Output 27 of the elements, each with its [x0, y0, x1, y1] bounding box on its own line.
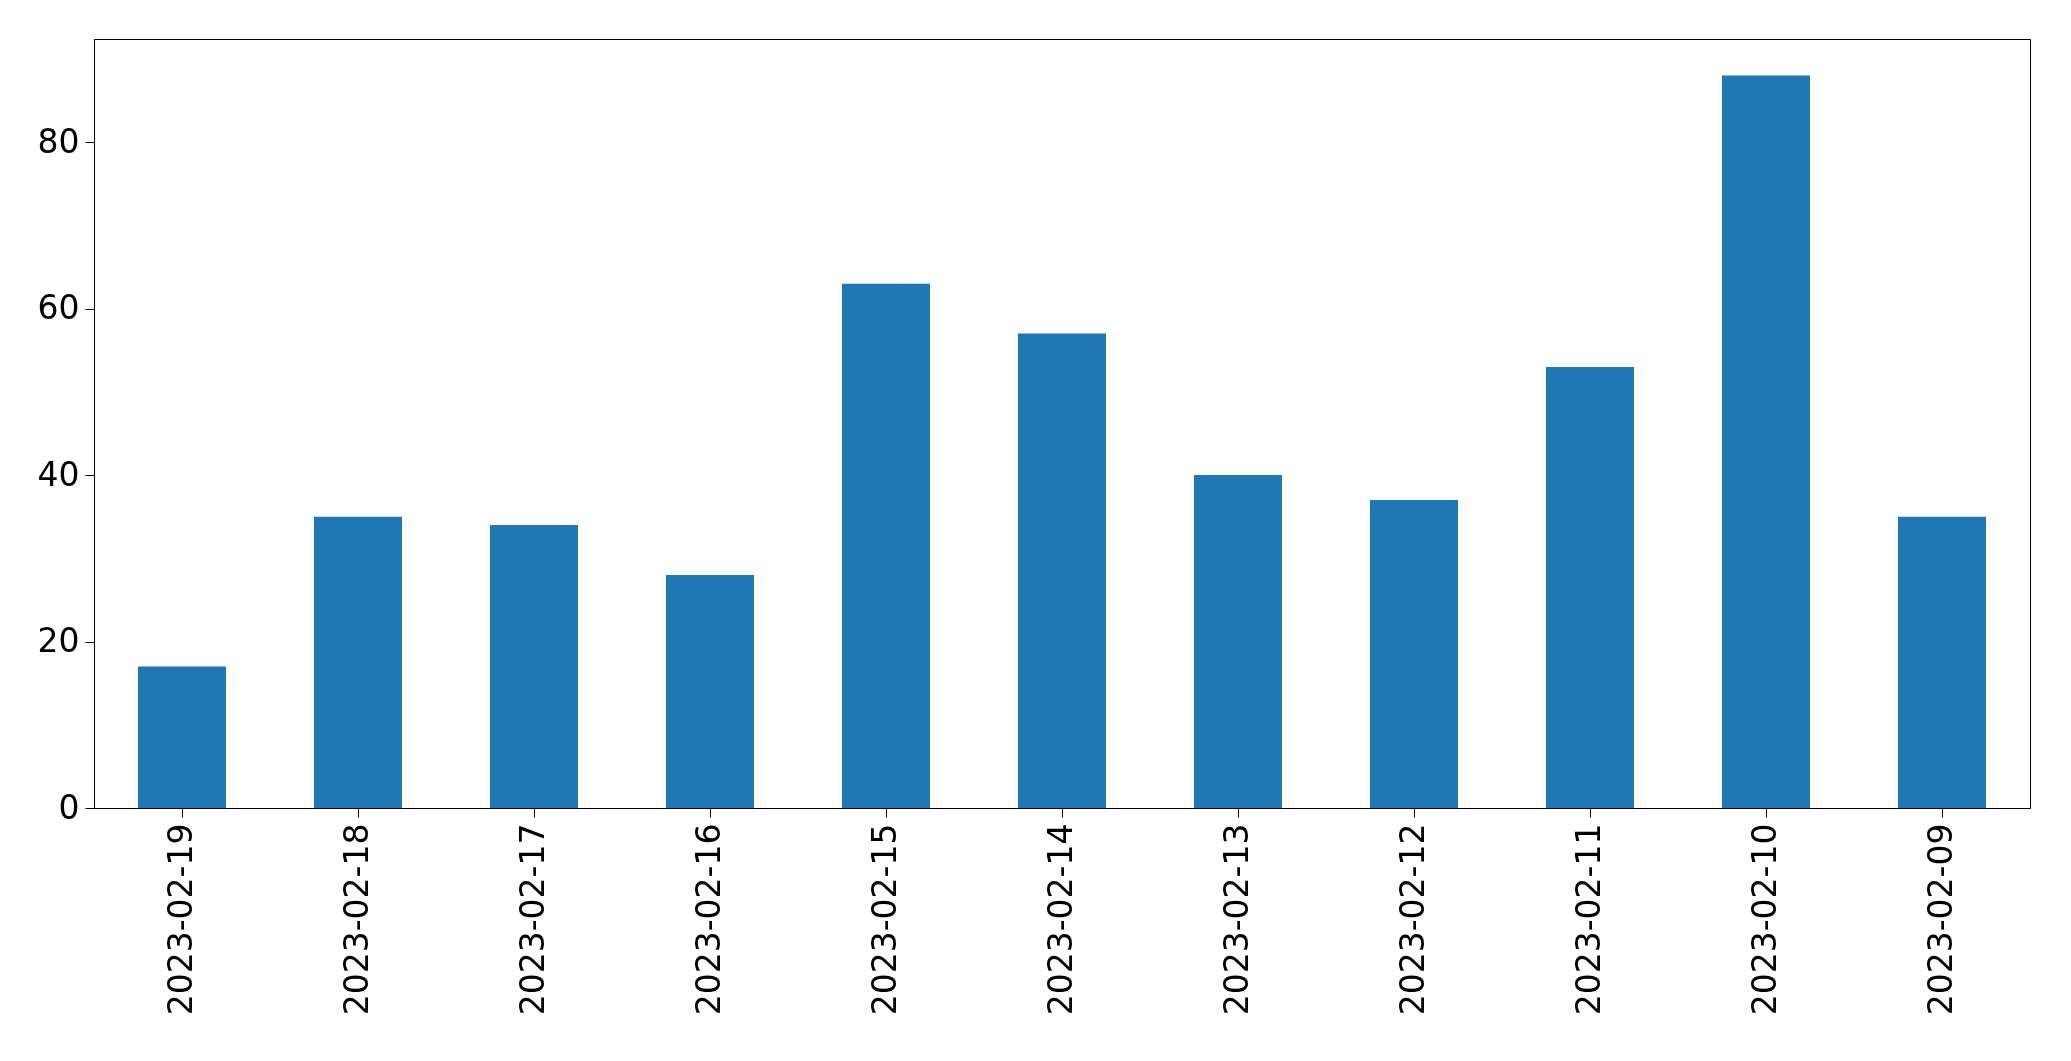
- x-tick-label: 2023-02-18: [337, 823, 376, 1016]
- x-tick-label: 2023-02-11: [1569, 823, 1608, 1016]
- bar: [1898, 516, 1986, 808]
- y-tick-label: 20: [37, 621, 80, 661]
- bar: [1546, 366, 1634, 808]
- x-tick-label: 2023-02-10: [1745, 823, 1784, 1016]
- x-tick-label: 2023-02-16: [689, 823, 728, 1016]
- bar: [842, 283, 930, 808]
- x-tick-label: 2023-02-19: [161, 823, 200, 1016]
- x-tick-label: 2023-02-17: [513, 823, 552, 1016]
- bar: [1018, 333, 1106, 808]
- bar: [1722, 75, 1810, 808]
- bar: [666, 574, 754, 808]
- x-tick-label: 2023-02-15: [865, 823, 904, 1016]
- bar: [490, 525, 578, 808]
- x-tick-label: 2023-02-12: [1393, 823, 1432, 1016]
- x-tick-label: 2023-02-09: [1921, 823, 1960, 1016]
- bar: [138, 666, 226, 808]
- y-tick-label: 60: [37, 288, 80, 328]
- x-tick-label: 2023-02-13: [1217, 823, 1256, 1016]
- y-tick-label: 0: [58, 787, 80, 827]
- x-tick-label: 2023-02-14: [1041, 823, 1080, 1016]
- bar: [314, 516, 402, 808]
- y-tick-label: 80: [37, 121, 80, 161]
- bar: [1194, 475, 1282, 808]
- bar: [1370, 500, 1458, 808]
- y-tick-label: 40: [37, 454, 80, 494]
